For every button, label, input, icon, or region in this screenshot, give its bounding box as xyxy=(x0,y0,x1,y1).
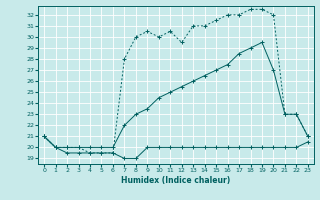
X-axis label: Humidex (Indice chaleur): Humidex (Indice chaleur) xyxy=(121,176,231,185)
